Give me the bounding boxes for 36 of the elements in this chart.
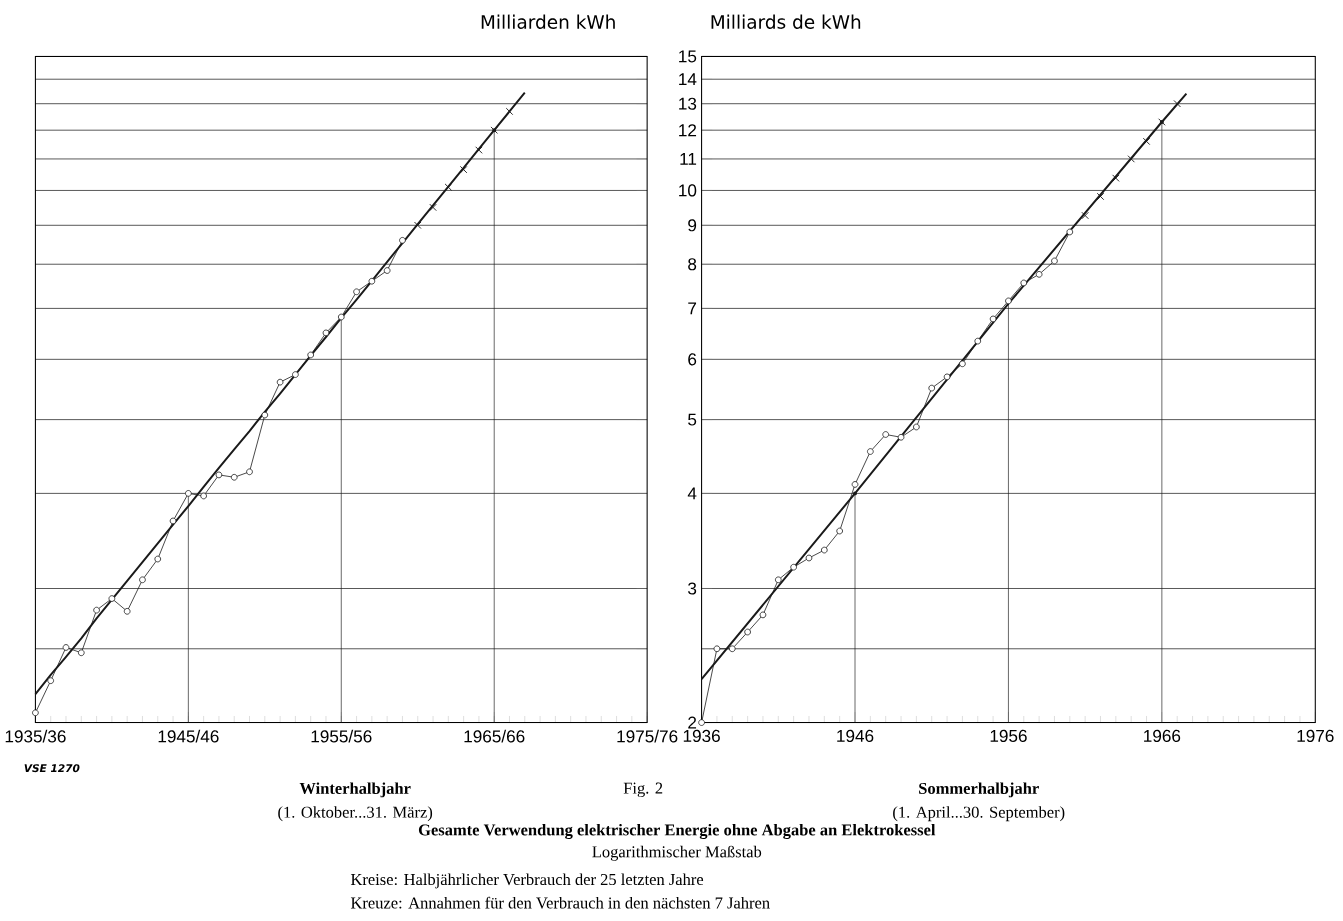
caption: Fig. 2 xyxy=(623,782,663,798)
text: Logarithmischer Maßstab xyxy=(592,845,762,862)
x-tick-label: 1965/66 xyxy=(464,730,525,743)
y-axis-title: Milliarden kWh xyxy=(481,14,615,30)
x-tick-label: 1966 xyxy=(1144,730,1181,743)
text: Sommerhalbjahr xyxy=(919,782,1039,798)
x-tick-label: 1945/46 xyxy=(158,730,219,743)
y-tick-label: 9 xyxy=(688,219,697,232)
x-tick-label: 1946 xyxy=(837,730,874,743)
y-tick-label: 10 xyxy=(679,184,697,197)
text: Kreise: Halbjährlicher Verbrauch der 25 letzten Jahre xyxy=(350,873,704,889)
y-tick-label: 13 xyxy=(679,97,697,110)
y-tick-label: 8 xyxy=(688,258,697,271)
x-tick-label: 1975/76 xyxy=(617,730,678,743)
text: Winterhalbjahr xyxy=(299,782,411,798)
text: Kreuze: Annahmen für den Verbrauch in den nächsten 7 Jahren xyxy=(350,897,770,909)
y-tick-label: 12 xyxy=(679,124,697,137)
x-tick-label: 1956 xyxy=(990,730,1027,743)
x-tick-label: 1955/56 xyxy=(311,730,372,743)
y-tick-label: 4 xyxy=(687,487,697,500)
text: (1. April...30. September) xyxy=(893,806,1065,822)
y-tick-label: 15 xyxy=(679,50,697,63)
x-tick-label: 1976 xyxy=(1297,730,1334,743)
y-tick-label: 6 xyxy=(688,353,697,366)
text: Gesamte Verwendung elektrischer Energie ohne Abgabe an Elektrokessel xyxy=(418,824,936,840)
x-tick-label: 1935/36 xyxy=(5,730,66,743)
text: (1. Oktober...31. März) xyxy=(278,806,433,822)
x-tick-label: 1936 xyxy=(683,730,720,743)
y-tick-label: 5 xyxy=(688,413,697,426)
y-tick-label: 14 xyxy=(679,73,697,86)
y-tick-label: 3 xyxy=(688,582,697,595)
y-tick-label: 2 xyxy=(688,716,697,729)
text: VSE 1270 xyxy=(24,764,80,773)
y-axis-title: Milliards de kWh xyxy=(711,14,861,30)
y-tick-label: 11 xyxy=(680,153,697,166)
y-tick-label: 7 xyxy=(688,302,697,315)
